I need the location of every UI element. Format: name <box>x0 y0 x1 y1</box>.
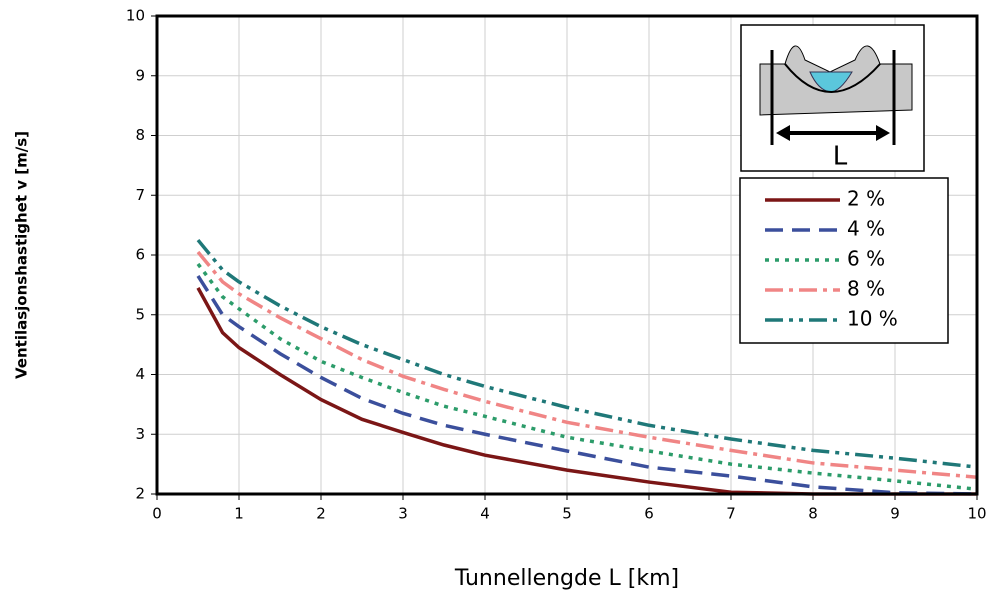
inset: L <box>740 24 925 172</box>
x-tick-label: 8 <box>808 505 818 523</box>
legend-label: 10 % <box>847 307 898 331</box>
series-line <box>196 250 978 480</box>
x-tick-label: 0 <box>152 505 162 523</box>
y-tick-label: 9 <box>135 66 145 84</box>
x-tick-label: 3 <box>398 505 408 523</box>
tunnel <box>784 63 881 93</box>
y-tick-label: 5 <box>135 305 145 323</box>
legend-frame <box>739 177 949 344</box>
inset-label: L <box>833 142 848 172</box>
y-tick-label: 8 <box>135 126 145 144</box>
legend-label: 8 % <box>847 277 885 301</box>
legend-label: 2 % <box>847 187 885 211</box>
x-tick-label: 9 <box>890 505 900 523</box>
legend: 2 % 4 % 6 % 8 % 10 % <box>765 187 898 331</box>
y-tick-label: 2 <box>135 485 145 503</box>
x-tick-label: 10 <box>967 505 986 523</box>
y-tick-label: 7 <box>135 186 145 204</box>
x-tick-label: 6 <box>644 505 654 523</box>
y-tick-label: 6 <box>135 246 145 264</box>
x-tick-label: 5 <box>562 505 572 523</box>
x-tick-label: 2 <box>316 505 326 523</box>
series-line <box>196 274 978 496</box>
legend-label: 4 % <box>847 217 885 241</box>
legend-label: 6 % <box>847 247 885 271</box>
grid: 0 1 2 3 4 5 6 7 8 9 10 2 3 4 5 6 7 8 9 10 <box>126 7 987 523</box>
x-tick-label: 4 <box>480 505 490 523</box>
arrowheads <box>776 125 890 141</box>
x-axis-label: Tunnellengde L [km] <box>454 566 679 591</box>
y-axis-label: Ventilasjonshastighet v [m/s] <box>13 131 31 379</box>
y-tick-label: 4 <box>135 365 145 383</box>
plot-border <box>155 14 979 496</box>
x-tick-label: 1 <box>234 505 244 523</box>
y-tick-label: 10 <box>126 7 145 25</box>
x-tick-label: 7 <box>726 505 736 523</box>
y-tick-label: 3 <box>135 425 145 443</box>
